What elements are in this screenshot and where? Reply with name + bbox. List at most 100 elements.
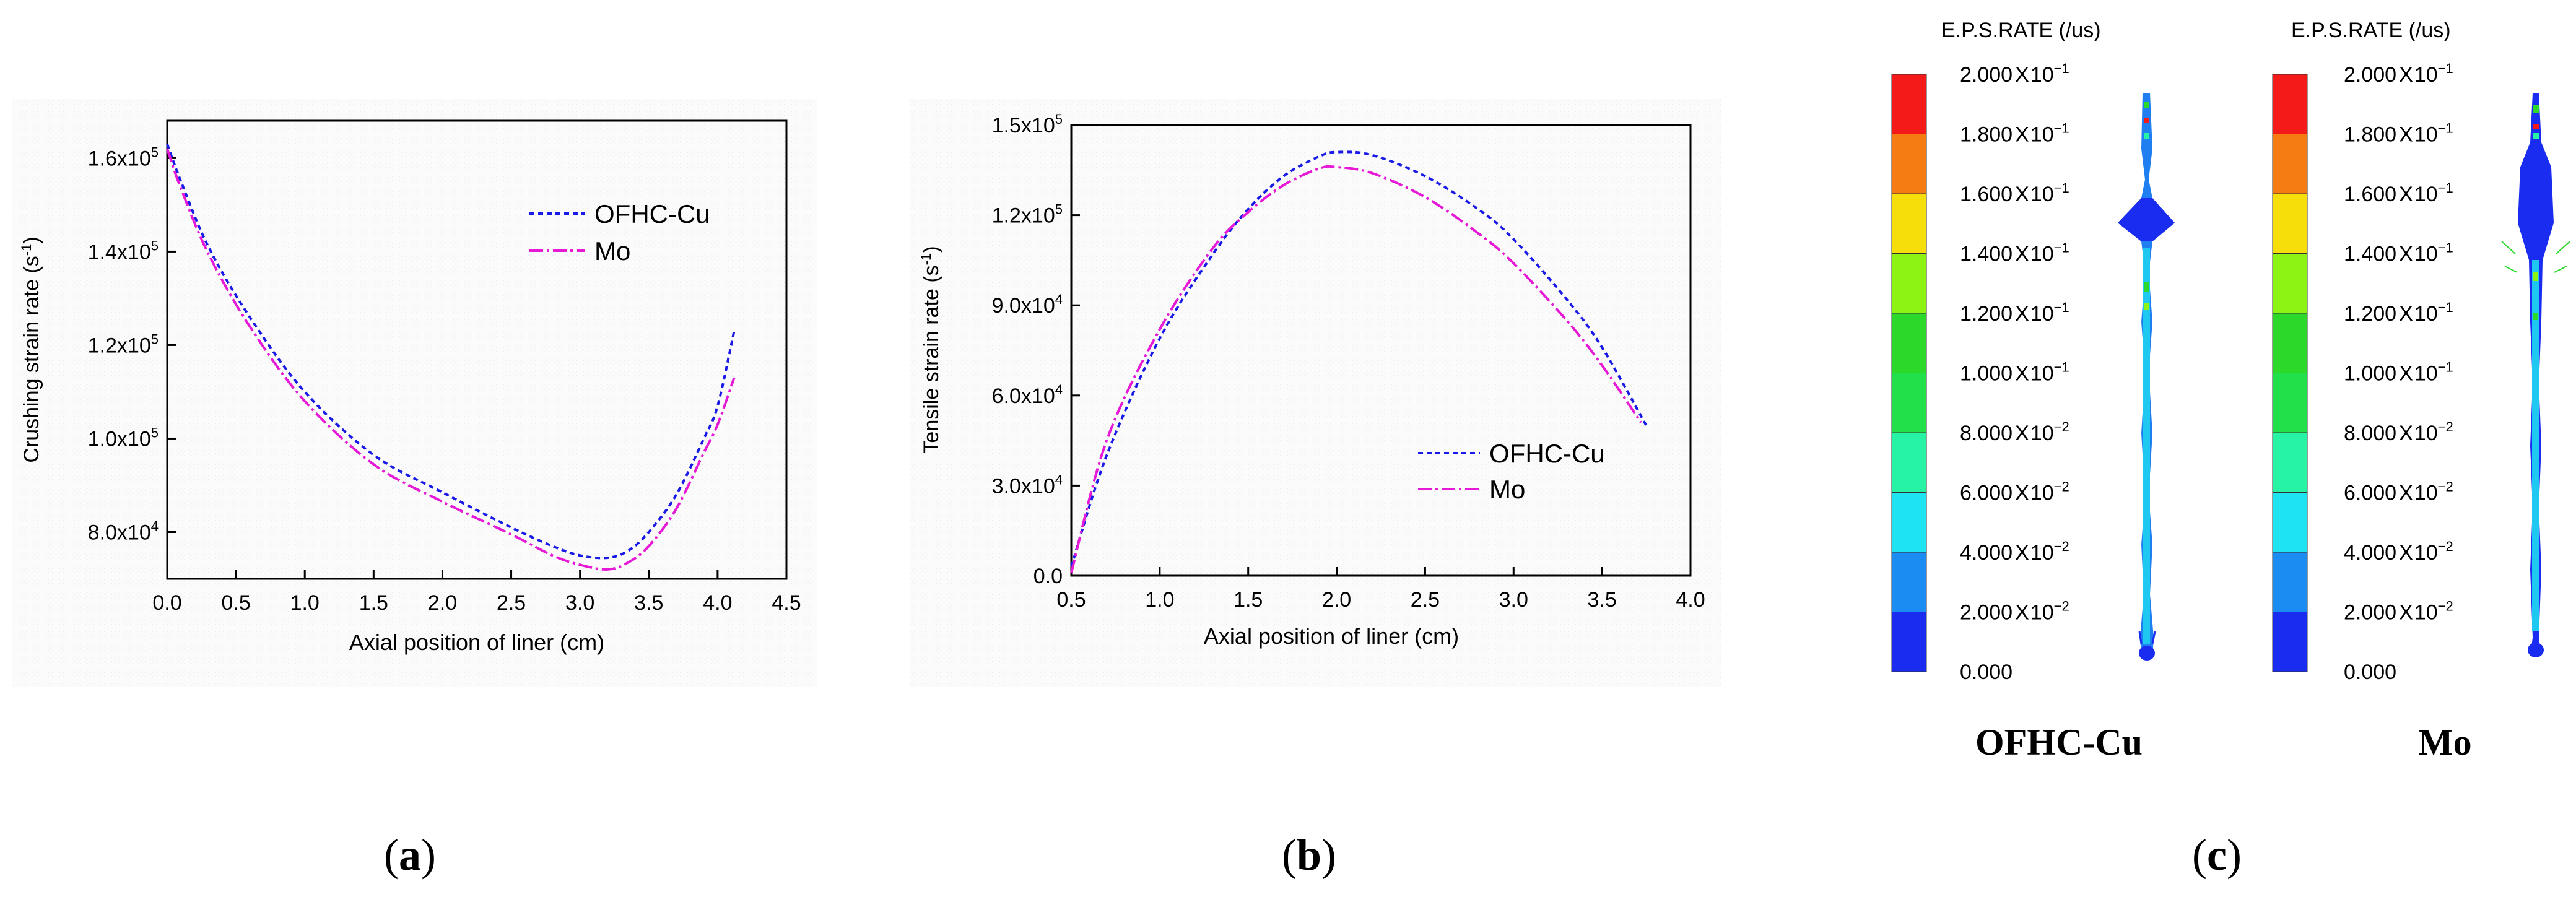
chart-b: 0.5 1.0 1.5 2.0 2.5 3.0 3.5 4.0 0.0 3.0x104 6.0x10… — [910, 99, 1721, 687]
x-tick-label-a-4: 2.0 — [428, 591, 457, 615]
chart-b-legend: OFHC-Cu Mo — [1418, 439, 1605, 504]
contour-level-label-0: 2.000 X10−1 — [1960, 61, 2069, 87]
chart-a-background — [12, 99, 817, 687]
material-label-cu: OFHC-Cu — [1975, 722, 2143, 763]
contour-level-label-0: 2.000 X10−1 — [2344, 61, 2453, 87]
contour-swatch-1 — [2272, 134, 2308, 194]
chart-b-axes: 0.5 1.0 1.5 2.0 2.5 3.0 3.5 4.0 0.0 3.0x104 6.0x10… — [992, 111, 1705, 612]
liner-shape-mo — [2501, 93, 2570, 657]
chart-b-ylabel: Tensile strain rate (s-1) — [918, 246, 943, 453]
y-tick-label-a-4: 1.6x105 — [88, 144, 159, 170]
y-tick-label-a-2: 1.2x105 — [88, 331, 159, 357]
contour-header-cu: E.P.S.RATE (/us) — [1941, 19, 2101, 42]
contour-bar-mo — [2272, 74, 2308, 672]
contour-swatch-7 — [1891, 492, 1927, 553]
x-tick-label-a-5: 2.5 — [497, 591, 526, 615]
chart-b-xlabel: Axial position of liner (cm) — [1204, 623, 1459, 649]
contour-labels-cu: 2.000 X10−1 1.800 X10−1 1.600 X10−1 1.400 X10−1… — [1960, 61, 2069, 684]
contour-swatch-3 — [2272, 253, 2308, 314]
contour-level-label-4: 1.200 X10−1 — [1960, 300, 2069, 326]
legend-a-mo-label: Mo — [594, 236, 630, 266]
y-tick-label-b-1: 3.0x104 — [992, 472, 1063, 498]
chart-b-series — [1070, 150, 1648, 573]
contour-level-label-9: 2.000 X10−2 — [2344, 599, 2453, 625]
contour-swatch-8 — [2272, 552, 2308, 612]
series-line-b-mo — [1070, 165, 1642, 573]
chart-a-xlabel: Axial position of liner (cm) — [349, 630, 604, 655]
contour-swatch-7 — [2272, 492, 2308, 553]
chart-a-series — [166, 144, 736, 571]
x-tick-label-b-0: 0.5 — [1056, 588, 1086, 612]
panel-c: E.P.S.RATE (/us) 2.000 X10−1 1.800 X10−1 1.6… — [1891, 19, 2570, 684]
x-tick-label-a-2: 1.0 — [290, 591, 320, 615]
contour-level-label-10: 0.000 — [2344, 661, 2396, 684]
contour-level-label-5: 1.000 X10−1 — [2344, 360, 2453, 386]
legend-a-ofhc-label: OFHC-Cu — [594, 199, 710, 228]
chart-a-frame — [166, 119, 788, 580]
y-tick-label-b-5: 1.5x105 — [992, 111, 1063, 137]
chart-a-axes: 0.0 0.5 1.0 1.5 2.0 2.5 3.0 3.5 4.0 4.5 8.0x104 1.0… — [88, 144, 801, 615]
contour-swatch-5 — [1891, 373, 1927, 433]
contour-swatch-9 — [2272, 612, 2308, 672]
contour-level-label-3: 1.400 X10−1 — [1960, 240, 2069, 266]
x-tick-label-a-6: 3.0 — [565, 591, 594, 615]
contour-level-label-10: 0.000 — [1960, 661, 2012, 684]
x-tick-label-a-8: 4.0 — [703, 591, 732, 615]
y-tick-label-a-3: 1.4x105 — [88, 238, 159, 264]
panel-caption-a: (a) — [384, 830, 436, 880]
material-label-mo: Mo — [2418, 722, 2472, 763]
chart-a-legend: OFHC-Cu Mo — [529, 199, 710, 266]
contour-level-label-7: 6.000 X10−2 — [2344, 479, 2453, 505]
x-tick-label-b-5: 3.0 — [1499, 588, 1528, 612]
contour-bar-cu — [1891, 74, 1927, 672]
contour-level-label-5: 1.000 X10−1 — [1960, 360, 2069, 386]
y-tick-label-a-1: 1.0x105 — [88, 425, 159, 451]
series-line-b-ofhc-cu — [1070, 150, 1648, 568]
x-tick-label-b-6: 3.5 — [1588, 588, 1617, 612]
contour-level-label-9: 2.000 X10−2 — [1960, 599, 2069, 625]
x-tick-label-b-4: 2.5 — [1411, 588, 1440, 612]
x-tick-label-b-3: 2.0 — [1322, 588, 1351, 612]
x-tick-label-b-1: 1.0 — [1145, 588, 1174, 612]
series-line-a-ofhc-cu — [166, 144, 736, 560]
contour-level-label-2: 1.600 X10−1 — [1960, 180, 2069, 206]
chart-b-background — [910, 99, 1721, 687]
y-tick-label-b-3: 9.0x104 — [992, 292, 1063, 318]
chart-a: 0.0 0.5 1.0 1.5 2.0 2.5 3.0 3.5 4.0 4.5 8.0x104 1.0… — [12, 99, 817, 687]
contour-level-label-6: 8.000 X10−2 — [1960, 419, 2069, 445]
chart-b-frame — [1070, 124, 1692, 577]
x-tick-label-b-7: 4.0 — [1676, 588, 1705, 612]
x-tick-label-b-2: 1.5 — [1234, 588, 1263, 612]
y-tick-label-b-4: 1.2x105 — [992, 202, 1063, 228]
y-tick-label-a-0: 8.0x104 — [88, 518, 159, 544]
x-tick-label-a-9: 4.5 — [772, 591, 801, 615]
contour-swatch-6 — [1891, 432, 1927, 493]
contour-level-label-8: 4.000 X10−2 — [1960, 539, 2069, 565]
contour-level-label-1: 1.800 X10−1 — [2344, 121, 2453, 147]
contour-swatch-2 — [2272, 193, 2308, 254]
contour-swatch-8 — [1891, 552, 1927, 612]
contour-swatch-9 — [1891, 612, 1927, 672]
x-tick-label-a-0: 0.0 — [152, 591, 181, 615]
contour-swatch-6 — [2272, 432, 2308, 493]
panel-caption-b: (b) — [1282, 830, 1337, 880]
contour-swatch-2 — [1891, 193, 1927, 254]
chart-a-ylabel: Crushing strain rate (s-1) — [19, 236, 43, 462]
liner-shape-cu — [2118, 93, 2175, 661]
x-tick-label-a-1: 0.5 — [221, 591, 250, 615]
contour-level-label-1: 1.800 X10−1 — [1960, 121, 2069, 147]
contour-level-label-6: 8.000 X10−2 — [2344, 419, 2453, 445]
contour-level-label-2: 1.600 X10−1 — [2344, 180, 2453, 206]
contour-level-label-8: 4.000 X10−2 — [2344, 539, 2453, 565]
contour-swatch-0 — [2272, 74, 2308, 134]
series-line-a-mo — [166, 148, 736, 571]
panel-caption-c: (c) — [2192, 830, 2242, 880]
contour-level-label-3: 1.400 X10−1 — [2344, 240, 2453, 266]
legend-b-ofhc-label: OFHC-Cu — [1489, 439, 1605, 468]
x-tick-label-a-7: 3.5 — [634, 591, 663, 615]
contour-swatch-4 — [1891, 313, 1927, 373]
x-tick-label-a-3: 1.5 — [359, 591, 388, 615]
y-tick-label-b-0: 0.0 — [1033, 565, 1063, 588]
contour-labels-mo: 2.000 X10−1 1.800 X10−1 1.600 X10−1 1.400 X10−1… — [2344, 61, 2453, 684]
